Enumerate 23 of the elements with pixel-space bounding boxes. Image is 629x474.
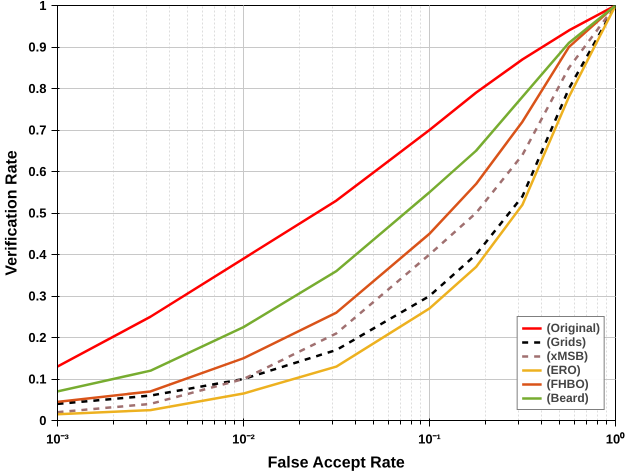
- x-tick-label: 10⁻¹: [418, 432, 441, 446]
- y-tick-label: 1: [39, 0, 47, 13]
- y-tick-label: 0.9: [28, 40, 47, 54]
- y-tick-label: 0.3: [28, 288, 47, 304]
- legend-label: (FHBO): [546, 377, 589, 391]
- y-tick-label: 0.8: [28, 81, 47, 96]
- y-tick-label: 0.2: [28, 330, 47, 345]
- y-tick-label: 0.4: [28, 247, 48, 262]
- y-tick-label: 0.7: [28, 122, 47, 138]
- x-tick-label: 10⁻²: [232, 432, 256, 446]
- y-tick-label: 0: [39, 413, 47, 428]
- legend-label: (ERO): [546, 363, 581, 377]
- x-axis-title: False Accept Rate: [268, 454, 405, 472]
- x-tick-label: 10⁰: [606, 432, 626, 446]
- y-axis-title: Verification Rate: [3, 150, 20, 276]
- x-tick-label: 10⁻³: [46, 432, 70, 446]
- legend-label: (xMSB): [546, 349, 588, 363]
- legend-label: (Grids): [546, 335, 586, 349]
- y-tick-label: 0.6: [28, 164, 47, 179]
- y-tick-label: 0.5: [28, 206, 47, 220]
- legend-label: (Beard): [546, 391, 589, 405]
- legend-label: (Original): [546, 321, 600, 335]
- y-tick-label: 0.1: [28, 372, 47, 386]
